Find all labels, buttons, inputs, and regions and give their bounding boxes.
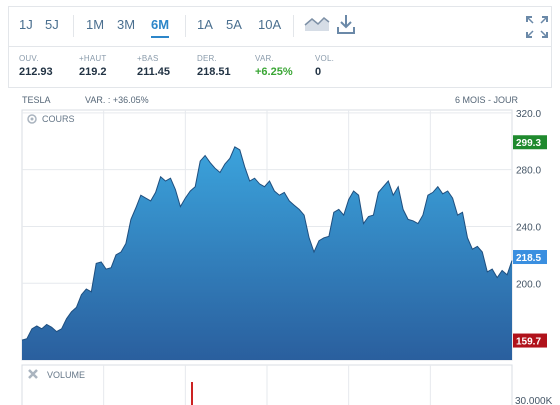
stat-volume: VOL. 0 xyxy=(315,54,335,78)
volume-tick-label: 30.000K xyxy=(515,396,553,405)
stat-open: OUV. 212.93 xyxy=(19,54,53,78)
stat-high: +HAUT 219.2 xyxy=(79,54,107,78)
y-axis: 320.0 280.0 240.0 200.0 xyxy=(516,109,541,290)
price-tag-high: 299.3 xyxy=(513,135,547,150)
svg-text:299.3: 299.3 xyxy=(516,138,541,149)
y-tick-label: 240.0 xyxy=(516,222,541,233)
svg-text:218.5: 218.5 xyxy=(516,253,541,264)
price-line xyxy=(21,146,513,341)
period-10a-button[interactable]: 10A xyxy=(258,17,282,32)
period-1j-button[interactable]: 1J xyxy=(19,17,33,32)
price-tags: 299.3 218.5 159.7 xyxy=(513,135,547,348)
price-area xyxy=(22,146,512,360)
stat-low: +BAS 211.45 xyxy=(137,54,171,78)
y-tick-label: 280.0 xyxy=(516,166,541,177)
quote-stats-bar: OUV. 212.93 +HAUT 219.2 +BAS 211.45 DER.… xyxy=(8,46,552,88)
y-tick-label: 320.0 xyxy=(516,109,541,120)
chart-title: TESLA xyxy=(22,95,51,105)
close-icon[interactable] xyxy=(28,369,38,379)
period-1a-button[interactable]: 1A xyxy=(197,17,213,32)
gear-icon[interactable] xyxy=(27,114,37,124)
period-5a-button[interactable]: 5A xyxy=(226,17,242,32)
period-toolbar: 1J 5J 1M 3M 6M 1A 5A 10A xyxy=(8,6,552,46)
period-5j-button[interactable]: 5J xyxy=(45,17,59,32)
stat-variation: VAR. +6.25% xyxy=(255,54,293,78)
stat-last: DER. 218.51 xyxy=(197,54,231,78)
period-1m-button[interactable]: 1M xyxy=(86,17,105,32)
period-6m-button[interactable]: 6M xyxy=(151,17,170,38)
volume-panel-label: VOLUME xyxy=(47,370,85,380)
volume-bar xyxy=(191,382,193,405)
toolbar-divider xyxy=(185,15,186,37)
chart-period: 6 MOIS - JOUR xyxy=(454,95,518,105)
toolbar-divider xyxy=(73,15,74,37)
volume-grid-lines xyxy=(103,365,431,405)
fullscreen-icon[interactable] xyxy=(525,15,549,39)
price-tag-last: 218.5 xyxy=(513,250,547,264)
chart-variation: VAR. : +36.05% xyxy=(85,95,149,105)
period-3m-button[interactable]: 3M xyxy=(117,17,136,32)
price-panel-label: COURS xyxy=(42,114,75,124)
area-chart-icon[interactable] xyxy=(303,13,331,35)
toolbar-divider xyxy=(293,15,294,37)
y-tick-label: 200.0 xyxy=(516,279,541,290)
svg-text:159.7: 159.7 xyxy=(516,337,541,348)
price-tag-low: 159.7 xyxy=(513,333,547,348)
download-icon[interactable] xyxy=(335,13,357,37)
